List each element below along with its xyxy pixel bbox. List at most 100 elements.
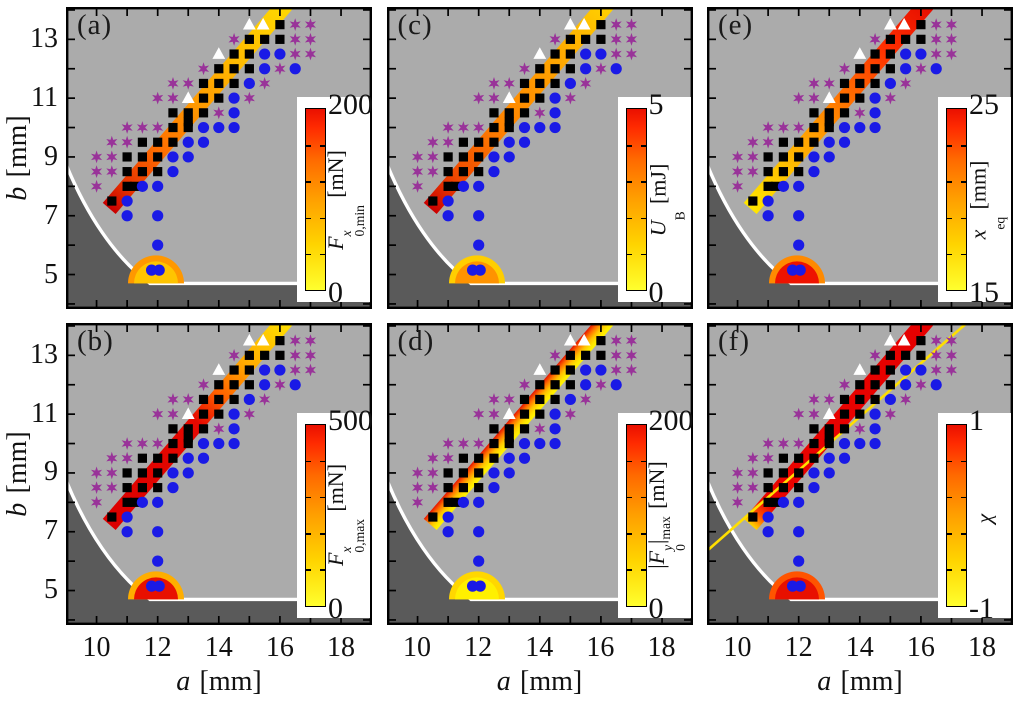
marker-square	[778, 482, 788, 492]
marker-circle	[121, 195, 133, 207]
marker-circle	[152, 180, 164, 192]
marker-square	[595, 350, 606, 360]
marker-square	[504, 438, 514, 448]
marker-square	[488, 438, 499, 448]
marker-square	[107, 511, 117, 522]
marker-star	[915, 377, 927, 391]
marker-square	[855, 93, 865, 103]
marker-square	[839, 409, 850, 419]
marker-circle	[487, 151, 500, 163]
marker-star	[426, 165, 438, 178]
panel-c: 5 0 U B [mJ] (c)	[386, 7, 693, 309]
y-tick-label: 11	[31, 397, 58, 429]
x-tick-label: 12	[784, 632, 813, 663]
marker-circle	[915, 363, 927, 376]
marker-circle	[793, 210, 805, 222]
marker-square	[450, 497, 460, 507]
marker-square	[275, 350, 285, 360]
marker-square	[885, 350, 895, 360]
marker-square	[534, 394, 544, 404]
marker-star	[457, 436, 469, 450]
marker-triangle	[883, 333, 897, 345]
marker-star	[91, 480, 103, 494]
marker-star	[136, 121, 148, 134]
marker-square	[130, 497, 140, 507]
marker-star	[808, 77, 820, 90]
marker-square	[771, 181, 781, 191]
marker-star	[747, 165, 759, 178]
marker-square	[870, 394, 880, 404]
marker-star	[625, 47, 637, 61]
marker-star	[793, 91, 805, 105]
marker-square	[763, 497, 773, 507]
marker-star	[274, 377, 286, 391]
marker-circle	[579, 363, 591, 376]
marker-circle	[518, 121, 530, 134]
marker-circle	[548, 92, 561, 104]
marker-star	[625, 18, 637, 31]
panel-border	[66, 7, 372, 309]
marker-circle	[793, 239, 805, 251]
marker-star	[625, 32, 637, 46]
marker-star	[106, 150, 118, 164]
marker-square	[549, 394, 560, 404]
panel-border	[707, 7, 1013, 309]
marker-star	[747, 135, 759, 149]
marker-square	[519, 423, 529, 433]
marker-star	[762, 135, 774, 149]
marker-circle	[793, 525, 805, 537]
colorbar-tick	[947, 145, 952, 147]
marker-square	[473, 453, 483, 463]
marker-square	[885, 64, 895, 74]
marker-star	[808, 91, 820, 105]
marker-star	[243, 91, 255, 105]
panel-letter: (c)	[397, 9, 433, 41]
marker-circle	[167, 151, 179, 163]
marker-square	[473, 167, 483, 177]
x-tick-label: 14	[525, 632, 554, 663]
marker-circle	[518, 136, 530, 148]
marker-star	[106, 480, 118, 494]
marker-circle	[518, 437, 530, 449]
marker-square	[580, 34, 590, 44]
marker-circle	[228, 422, 240, 434]
marker-square	[519, 108, 529, 118]
marker-circle	[259, 363, 271, 376]
marker-star	[411, 466, 423, 479]
marker-circle	[213, 437, 225, 449]
marker-square	[839, 394, 850, 404]
y-tick-label: 7	[44, 515, 58, 547]
marker-square	[824, 108, 834, 118]
marker-triangle	[242, 17, 256, 30]
marker-star	[289, 18, 301, 31]
marker-square	[183, 117, 193, 127]
marker-square	[450, 181, 460, 191]
marker-square	[855, 379, 865, 389]
marker-square	[534, 78, 544, 89]
colorbar-max-label: 500	[328, 403, 373, 437]
marker-circle	[197, 452, 210, 464]
marker-circle	[153, 580, 165, 592]
marker-star	[793, 407, 805, 420]
marker-circle	[259, 378, 271, 390]
x-tick-label: 16	[906, 632, 935, 663]
marker-star	[106, 451, 118, 465]
marker-star	[213, 106, 225, 120]
panel-border	[66, 322, 372, 625]
colorbar-gradient	[946, 423, 967, 607]
stability-band	[102, 7, 293, 214]
marker-square	[214, 394, 224, 404]
marker-circle	[472, 525, 484, 537]
colorbar-tick	[306, 460, 311, 463]
marker-circle	[794, 580, 806, 592]
marker-star	[625, 333, 637, 347]
marker-circle	[823, 151, 835, 163]
marker-circle	[838, 121, 851, 134]
colorbar-tick	[320, 569, 325, 571]
marker-square	[473, 482, 483, 492]
marker-square	[214, 78, 224, 89]
marker-star	[228, 32, 240, 46]
